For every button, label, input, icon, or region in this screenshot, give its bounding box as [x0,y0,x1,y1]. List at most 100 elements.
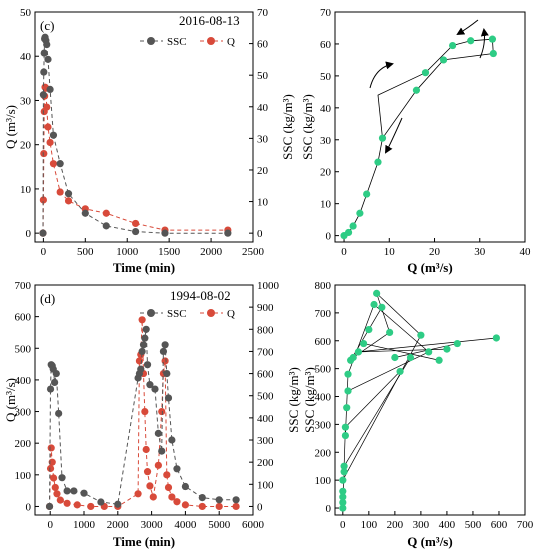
panel-c-frame [34,11,254,243]
x-tick-label: 0 [340,519,346,531]
hysteresis-point [339,493,347,501]
y-tick-label: 700 [315,308,332,320]
data-point-q [143,468,152,476]
hysteresis-segment [373,304,429,353]
series-line-ssc [42,35,228,234]
y-left-tick-label: 0 [26,228,32,240]
hysteresis-point [417,331,425,339]
data-point-ssc [138,347,146,356]
hysteresis-segment [376,293,390,333]
y-right-tick-label: 60 [257,39,269,51]
y-right-tick-label: 1000 [257,280,280,292]
data-point-ssc [40,68,48,76]
hysteresis-point [391,353,399,362]
y-right-tick-label: 600 [257,369,274,381]
y-tick-label: 10 [320,199,332,211]
x-tick-label: 0 [341,246,347,258]
hysteresis-segment [363,343,440,361]
y-tick-label: 60 [320,39,332,51]
data-point-q [87,502,95,511]
hysteresis-point [339,498,347,507]
data-point-q [132,219,140,228]
data-point-q [48,458,56,466]
data-point-q [102,209,110,217]
data-point-q [44,123,52,131]
data-point-ssc [139,341,148,349]
data-point-q [181,501,190,509]
hysteresis-point [378,134,387,142]
y-tick-label: 500 [315,364,332,376]
hysteresis-point [396,367,404,376]
panel-c-hyst-frame [334,11,526,243]
data-point-ssc [142,325,150,333]
y-left-tick-label: 600 [15,312,32,324]
x-tick-label: 500 [77,246,94,258]
data-point-ssc [224,229,232,237]
data-point-q [146,482,154,490]
y-left-tick-label: 10 [20,184,32,196]
hysteresis-point [378,303,386,311]
y-left-tick-label: 700 [15,280,32,292]
x-tick-label: 20 [429,246,441,258]
y-left-tick-label: 40 [20,51,32,63]
y-right-tick-label: 700 [257,346,274,358]
data-point-ssc [154,429,162,437]
data-point-q [56,188,64,196]
hysteresis-point [373,289,381,297]
data-point-ssc [80,489,88,497]
data-point-q [141,407,149,416]
panel-d-ylabel-right: SSC (kg/m³) [286,367,301,433]
data-point-ssc [168,436,176,444]
y-right-tick-label: 400 [257,413,274,425]
data-point-q [40,149,48,158]
y-tick-label: 30 [320,135,332,147]
y-left-tick-label: 400 [15,375,32,387]
hysteresis-point [344,387,352,395]
x-tick-label: 2500 [242,246,265,258]
data-point-q [173,498,181,506]
data-point-ssc [52,369,60,378]
data-point-ssc [158,447,166,455]
legend-q-marker [207,37,215,45]
hysteresis-segment [347,304,375,375]
panel-d-date: 1994-08-02 [170,288,231,303]
data-point-q [163,471,171,479]
data-point-q [63,499,71,507]
data-point-ssc [163,369,171,378]
x-tick-label: 2000 [107,519,130,531]
y-right-tick-label: 800 [257,324,274,336]
hysteresis-segment [347,351,429,392]
y-tick-label: 0 [326,503,332,515]
data-point-ssc [198,493,206,502]
hysteresis-point [425,348,433,356]
data-point-ssc [56,160,64,168]
data-point-ssc [114,500,122,508]
x-tick-label: 400 [439,519,456,531]
data-point-ssc [58,474,66,482]
data-point-ssc [70,487,78,495]
hysteresis-point [449,41,457,50]
panel-c-label: (c) [40,18,54,33]
y-right-tick-label: 30 [257,133,269,145]
data-point-ssc [132,227,140,236]
data-point-q [158,407,166,416]
panel-d-frame [34,284,254,516]
hysteresis-point [340,462,348,470]
data-point-ssc [141,334,149,342]
x-tick-label: 1500 [158,246,181,258]
data-point-ssc [146,381,154,389]
data-point-ssc [81,209,89,217]
y-right-tick-label: 70 [257,7,269,19]
data-point-q [64,197,73,205]
data-point-q [154,461,162,469]
loop-arrow-falling [385,117,403,154]
legend-ssc-label: SSC [167,36,187,48]
data-point-q [49,160,58,168]
data-point-q [232,502,240,511]
panel-d-hyst-frame [334,284,526,516]
y-right-tick-label: 200 [257,457,274,469]
legend-ssc-marker [147,309,155,317]
y-right-tick-label: 10 [257,197,269,209]
hysteresis-point [467,37,475,45]
hysteresis-point [365,326,373,334]
